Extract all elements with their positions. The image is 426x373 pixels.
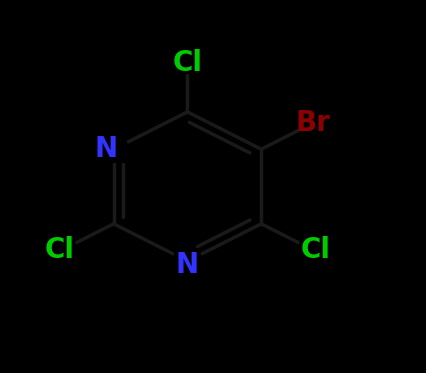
Text: Cl: Cl [300,236,330,264]
Text: N: N [176,251,199,279]
Text: Cl: Cl [173,49,202,78]
Text: N: N [95,135,118,163]
Text: Br: Br [296,109,331,137]
Text: Cl: Cl [45,236,75,264]
